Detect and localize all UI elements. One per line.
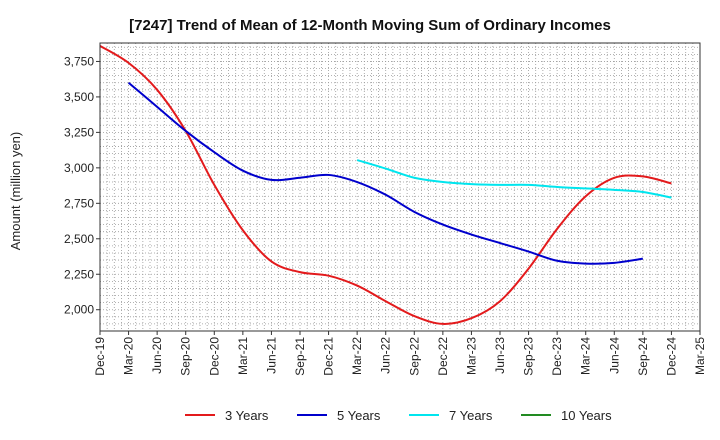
x-tick-label: Mar-25 xyxy=(693,337,707,375)
x-tick-label: Mar-23 xyxy=(464,337,478,375)
legend-label-7-years: 7 Years xyxy=(449,408,493,423)
legend: 3 Years 5 Years 7 Years 10 Years xyxy=(185,408,612,423)
chart-title: [7247] Trend of Mean of 12-Month Moving … xyxy=(129,17,611,34)
series-line-5-years xyxy=(127,81,644,265)
x-tick-label: Sep-23 xyxy=(522,337,536,376)
x-tick-label: Jun-21 xyxy=(264,337,278,374)
x-tick-label: Sep-22 xyxy=(407,337,421,376)
x-tick-label: Mar-24 xyxy=(579,337,593,375)
x-tick-label: Dec-24 xyxy=(664,337,678,376)
y-tick-label: 2,250 xyxy=(64,267,94,281)
x-tick-label: Mar-20 xyxy=(122,337,136,375)
series-layer xyxy=(99,44,672,325)
x-tick-label: Jun-22 xyxy=(379,337,393,374)
x-tick-label: Jun-24 xyxy=(607,337,621,374)
x-tick-label: Mar-21 xyxy=(236,337,250,375)
x-tick-label: Sep-21 xyxy=(293,337,307,376)
legend-label-3-years: 3 Years xyxy=(225,408,269,423)
grid-layer xyxy=(100,43,700,331)
legend-label-10-years: 10 Years xyxy=(561,408,612,423)
y-tick-label: 3,250 xyxy=(64,125,94,139)
y-tick-label: 3,750 xyxy=(64,54,94,68)
x-tick-label: Dec-19 xyxy=(93,337,107,376)
y-tick-label: 2,500 xyxy=(64,232,94,246)
plot-area-frame xyxy=(99,42,701,332)
x-tick-label: Dec-22 xyxy=(436,337,450,376)
x-tick-labels: Dec-19 Mar-20 Jun-20 Sep-20 Dec-20 Mar-21 Jun-… xyxy=(93,331,707,376)
x-tick-label: Sep-20 xyxy=(179,337,193,376)
x-tick-label: Jun-23 xyxy=(493,337,507,374)
y-tick-labels: 2,000 2,250 2,500 2,750 3,000 3,250 3,500 3,750 xyxy=(64,54,100,317)
y-axis-label: Amount (million yen) xyxy=(8,132,23,251)
x-tick-label: Dec-23 xyxy=(550,337,564,376)
y-tick-label: 2,750 xyxy=(64,196,94,210)
x-tick-label: Dec-21 xyxy=(322,337,336,376)
series-line-3-years xyxy=(99,44,672,325)
y-tick-label: 2,000 xyxy=(64,303,94,317)
y-tick-label: 3,000 xyxy=(64,161,94,175)
y-tick-label: 3,500 xyxy=(64,90,94,104)
legend-label-5-years: 5 Years xyxy=(337,408,381,423)
series-line-7-years xyxy=(356,159,672,199)
x-tick-label: Jun-20 xyxy=(150,337,164,374)
x-tick-label: Mar-22 xyxy=(350,337,364,375)
x-tick-label: Sep-24 xyxy=(636,337,650,376)
x-tick-label: Dec-20 xyxy=(207,337,221,376)
